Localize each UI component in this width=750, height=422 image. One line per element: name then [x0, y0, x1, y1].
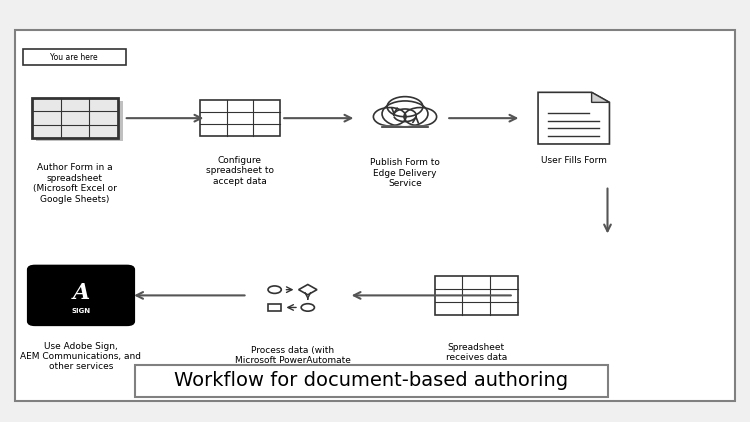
Circle shape: [268, 286, 281, 293]
FancyBboxPatch shape: [28, 265, 134, 325]
Text: User Fills Form: User Fills Form: [541, 156, 607, 165]
FancyBboxPatch shape: [200, 100, 280, 136]
FancyBboxPatch shape: [36, 100, 123, 141]
FancyBboxPatch shape: [22, 49, 126, 65]
Circle shape: [302, 304, 314, 311]
Text: Workflow for document-based authoring: Workflow for document-based authoring: [174, 371, 568, 390]
FancyBboxPatch shape: [15, 30, 735, 401]
Circle shape: [382, 101, 428, 127]
Text: Spreadsheet
receives data: Spreadsheet receives data: [446, 343, 507, 362]
Polygon shape: [538, 92, 610, 144]
Text: Author Form in a
spreadsheet
(Microsoft Excel or
Google Sheets): Author Form in a spreadsheet (Microsoft …: [33, 163, 117, 204]
Text: Publish Form to
Edge Delivery
Service: Publish Form to Edge Delivery Service: [370, 158, 440, 188]
Text: You are here: You are here: [50, 53, 98, 62]
Polygon shape: [298, 284, 317, 295]
Text: Process data (with
Microsoft PowerAutomate
or Google App engine): Process data (with Microsoft PowerAutoma…: [235, 346, 350, 376]
Text: Configure
spreadsheet to
accept data: Configure spreadsheet to accept data: [206, 156, 274, 186]
Circle shape: [374, 108, 406, 126]
Text: Use Adobe Sign,
AEM Communications, and
other services: Use Adobe Sign, AEM Communications, and …: [20, 342, 142, 371]
FancyBboxPatch shape: [135, 365, 608, 397]
Polygon shape: [592, 92, 610, 103]
Polygon shape: [268, 304, 281, 311]
FancyBboxPatch shape: [435, 276, 517, 315]
Circle shape: [387, 97, 423, 117]
FancyBboxPatch shape: [32, 98, 118, 138]
Text: SIGN: SIGN: [71, 308, 91, 314]
Circle shape: [404, 108, 436, 126]
Text: A: A: [72, 281, 90, 303]
